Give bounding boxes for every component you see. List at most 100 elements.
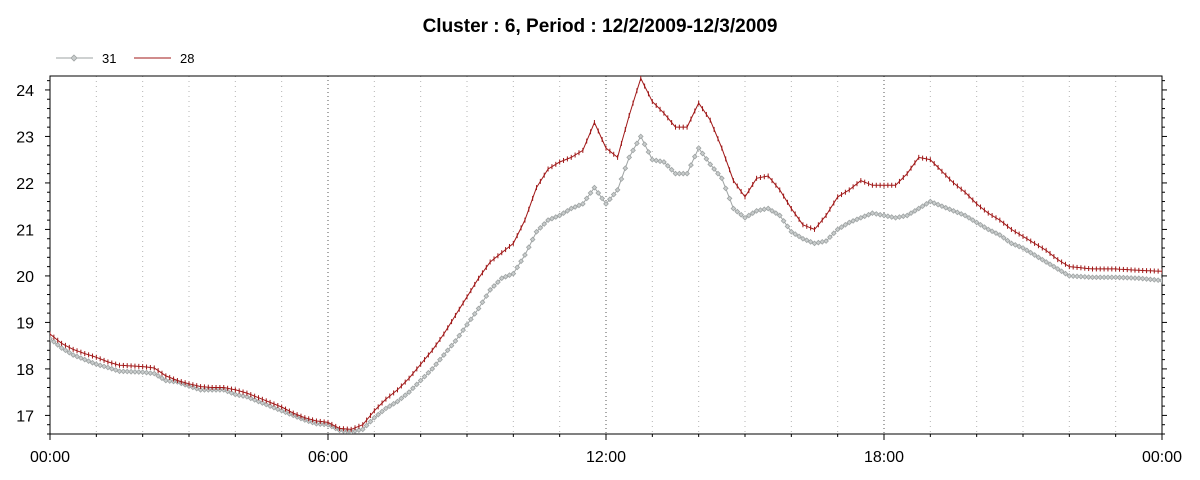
data-point-31 xyxy=(757,207,764,213)
data-point-31 xyxy=(923,200,930,207)
data-point-31 xyxy=(50,338,57,345)
data-point-31 xyxy=(599,195,606,202)
legend-item-31: 31 xyxy=(56,51,116,66)
data-point-31 xyxy=(549,215,555,222)
data-point-31 xyxy=(1078,273,1084,280)
data-point-31 xyxy=(1128,275,1134,281)
data-point-31 xyxy=(406,389,412,396)
data-point-31 xyxy=(267,403,273,409)
data-point-31 xyxy=(1066,273,1073,279)
series-layer xyxy=(50,76,1162,434)
data-point-31 xyxy=(1008,240,1015,247)
data-point-31 xyxy=(263,401,270,408)
data-point-31 xyxy=(1016,243,1023,250)
data-point-31 xyxy=(1000,234,1007,241)
data-point-31 xyxy=(1120,274,1127,281)
y-tick-label: 19 xyxy=(16,315,34,332)
data-point-31 xyxy=(278,407,285,414)
data-point-31 xyxy=(931,200,938,206)
data-point-31 xyxy=(166,378,173,384)
data-point-31 xyxy=(896,214,903,220)
data-point-31 xyxy=(1143,276,1150,282)
data-point-31 xyxy=(1159,277,1162,284)
data-point-31 xyxy=(132,368,138,375)
data-point-31 xyxy=(433,361,439,368)
data-point-31 xyxy=(464,321,470,328)
data-point-31 xyxy=(359,426,366,433)
data-point-31 xyxy=(1043,259,1050,265)
data-point-31 xyxy=(97,362,104,369)
data-point-31 xyxy=(827,234,833,241)
data-point-31 xyxy=(838,224,845,230)
data-point-31 xyxy=(85,358,92,365)
data-point-31 xyxy=(1135,275,1142,282)
data-point-31 xyxy=(70,352,77,358)
data-point-31 xyxy=(707,161,714,168)
data-point-31 xyxy=(502,273,509,280)
data-point-31 xyxy=(572,204,578,210)
data-point-31 xyxy=(529,236,536,243)
data-point-31 xyxy=(985,226,992,233)
data-point-31 xyxy=(162,377,169,384)
data-point-31 xyxy=(703,156,710,162)
data-point-31 xyxy=(105,364,111,371)
y-tick-label: 20 xyxy=(16,269,34,286)
data-point-31 xyxy=(448,342,455,349)
data-point-31 xyxy=(942,204,949,211)
data-point-31 xyxy=(50,335,53,342)
data-point-31 xyxy=(533,228,540,235)
data-point-31 xyxy=(823,238,829,244)
data-point-31 xyxy=(1074,273,1080,280)
data-point-31 xyxy=(912,207,918,214)
data-point-31 xyxy=(1058,268,1065,275)
data-point-31 xyxy=(1054,266,1061,272)
grid xyxy=(95,76,1117,434)
data-point-31 xyxy=(552,214,559,220)
data-point-31 xyxy=(236,392,243,399)
data-point-31 xyxy=(232,391,239,398)
data-point-31 xyxy=(1047,261,1053,268)
data-point-31 xyxy=(919,203,926,210)
data-point-31 xyxy=(271,404,277,411)
data-point-31 xyxy=(653,157,660,164)
data-point-31 xyxy=(479,299,486,306)
data-point-31 xyxy=(1108,274,1115,281)
data-point-31 xyxy=(576,202,582,209)
y-tick-label: 22 xyxy=(16,176,34,193)
data-point-31 xyxy=(66,349,73,356)
x-tick-label: 00:00 xyxy=(1142,449,1182,466)
data-point-31 xyxy=(807,238,814,245)
data-point-31 xyxy=(437,356,443,363)
data-point-31 xyxy=(74,353,80,360)
data-point-31 xyxy=(873,211,880,217)
data-point-31 xyxy=(815,239,822,246)
data-point-31 xyxy=(803,237,810,244)
data-point-31 xyxy=(62,347,69,354)
data-point-31 xyxy=(664,163,671,169)
data-point-31 xyxy=(680,170,687,177)
data-point-31 xyxy=(205,386,212,393)
data-point-31 xyxy=(421,373,428,380)
data-point-31 xyxy=(1039,256,1046,263)
data-point-31 xyxy=(1051,263,1057,270)
data-point-31 xyxy=(676,170,683,177)
data-point-31 xyxy=(668,166,675,173)
data-point-31 xyxy=(135,369,142,375)
data-point-31 xyxy=(120,368,127,375)
data-point-31 xyxy=(201,386,208,393)
data-point-31 xyxy=(753,207,760,214)
data-point-31 xyxy=(927,198,934,205)
data-point-31 xyxy=(996,232,1003,238)
data-point-31 xyxy=(881,212,887,219)
data-point-31 xyxy=(491,283,497,289)
data-point-31 xyxy=(711,166,717,172)
data-point-31 xyxy=(715,170,721,177)
data-point-31 xyxy=(854,216,860,223)
data-point-31 xyxy=(1097,274,1104,281)
data-point-31 xyxy=(908,210,914,217)
data-point-31 xyxy=(81,356,88,363)
data-point-31 xyxy=(776,212,783,219)
data-point-31 xyxy=(869,210,876,217)
data-point-31 xyxy=(749,210,756,217)
